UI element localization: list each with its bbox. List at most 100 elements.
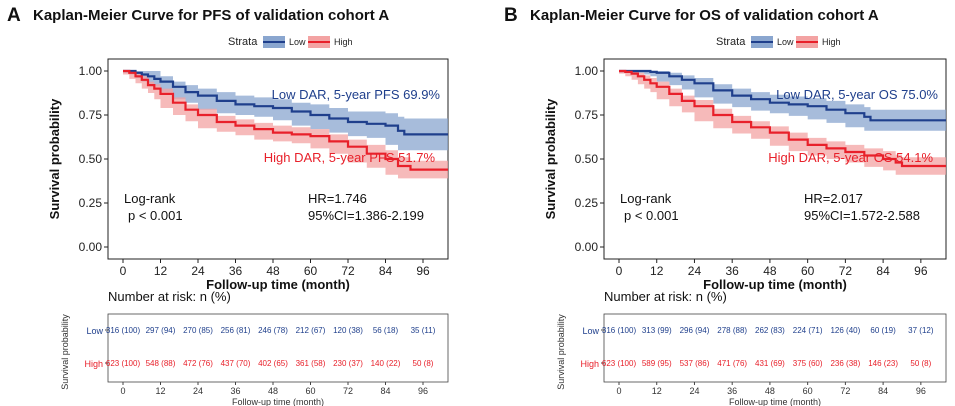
risk-cell-high: 236 (38) <box>830 359 860 368</box>
annotation-high: High DAR, 5-year PFS 51.7% <box>264 150 436 165</box>
y-tick-label: 0.50 <box>79 152 103 166</box>
risk-cell-low: 120 (38) <box>333 326 363 335</box>
y-tick-label: 0.25 <box>79 196 103 210</box>
p-value: p < 0.001 <box>624 208 679 223</box>
risk-x-axis-title: Follow-up time (month) <box>232 397 324 406</box>
risk-row-label-low: Low <box>582 326 599 336</box>
survival-line-low <box>123 69 448 136</box>
risk-y-axis-title: Survival probability <box>556 314 566 390</box>
x-tick-label: 84 <box>379 264 393 278</box>
hazard-ratio: HR=1.746 <box>308 191 367 206</box>
x-tick-label: 72 <box>341 264 355 278</box>
panel-a: A Kaplan-Meier Curve for PFS of validatio… <box>7 5 449 406</box>
x-tick-label: 48 <box>763 264 777 278</box>
ci-band-high <box>619 71 946 175</box>
risk-table: Number at risk: n (%) Low High 316 (100) 623… <box>556 289 947 406</box>
x-tick-label: 48 <box>266 264 280 278</box>
x-axis-title: Follow-up time (month) <box>206 277 350 292</box>
x-tick-label: 24 <box>688 264 702 278</box>
panel-letter: A <box>7 5 21 26</box>
y-axis-title: Survival probability <box>543 98 558 219</box>
chart-title: Kaplan-Meier Curve for PFS of validation… <box>33 7 389 24</box>
risk-cell-low: 212 (67) <box>296 326 326 335</box>
x-tick-label: 84 <box>876 264 890 278</box>
risk-x-tick-label: 12 <box>155 386 165 396</box>
risk-cell-low: 56 (18) <box>373 326 399 335</box>
risk-x-tick-label: 84 <box>380 386 390 396</box>
risk-row-label-high: High <box>84 359 103 369</box>
risk-table-frame <box>603 313 947 383</box>
x-tick-label: 96 <box>416 264 430 278</box>
risk-cell-high: 375 (60) <box>793 359 823 368</box>
risk-cell-low: 37 (12) <box>908 326 934 335</box>
y-tick-label: 0.25 <box>575 196 599 210</box>
risk-x-tick-label: 12 <box>652 386 662 396</box>
risk-table-frame <box>107 313 449 383</box>
risk-cell-low: 60 (19) <box>870 326 896 335</box>
ci-band-low <box>123 71 448 151</box>
risk-cell-high: 361 (58) <box>296 359 326 368</box>
hazard-ratio: HR=2.017 <box>804 191 863 206</box>
risk-cell-low: 316 (100) <box>602 326 637 335</box>
survival-line-high <box>619 69 946 168</box>
chart-title: Kaplan-Meier Curve for OS of validation … <box>530 7 879 24</box>
confidence-interval: 95%CI=1.386-2.199 <box>308 208 424 223</box>
risk-x-tick-label: 0 <box>616 386 621 396</box>
survival-line-low <box>619 69 946 122</box>
x-tick-label: 96 <box>914 264 928 278</box>
x-tick-label: 0 <box>616 264 623 278</box>
risk-row-label-low: Low <box>86 326 103 336</box>
risk-cell-high: 548 (88) <box>146 359 176 368</box>
risk-row-label-high: High <box>580 359 599 369</box>
y-axis-title: Survival probability <box>47 98 62 219</box>
legend-label-high: High <box>334 37 353 47</box>
y-tick-label: 0.50 <box>575 152 599 166</box>
legend-title: Strata <box>228 36 258 48</box>
risk-cell-high: 402 (65) <box>258 359 288 368</box>
risk-x-tick-label: 36 <box>230 386 240 396</box>
risk-cell-low: 262 (83) <box>755 326 785 335</box>
logrank-label: Log-rank <box>620 191 672 206</box>
risk-cell-high: 50 (8) <box>413 359 434 368</box>
risk-cell-low: 297 (94) <box>146 326 176 335</box>
risk-x-tick-label: 72 <box>840 386 850 396</box>
risk-cell-low: 278 (88) <box>717 326 747 335</box>
risk-cell-high: 146 (23) <box>868 359 898 368</box>
annotation-low: Low DAR, 5-year PFS 69.9% <box>272 87 441 102</box>
risk-cell-high: 140 (22) <box>371 359 401 368</box>
x-tick-label: 12 <box>154 264 168 278</box>
risk-x-tick-label: 60 <box>803 386 813 396</box>
confidence-interval: 95%CI=1.572-2.588 <box>804 208 920 223</box>
risk-x-tick-label: 36 <box>727 386 737 396</box>
y-tick-label: 0.75 <box>575 108 599 122</box>
risk-x-tick-label: 24 <box>689 386 699 396</box>
risk-table-title: Number at risk: n (%) <box>604 289 727 304</box>
risk-cell-high: 230 (37) <box>333 359 363 368</box>
risk-cell-low: 270 (85) <box>183 326 213 335</box>
risk-cell-low: 35 (11) <box>411 326 436 335</box>
risk-cell-high: 431 (69) <box>755 359 785 368</box>
legend-title: Strata <box>716 36 746 48</box>
x-tick-label: 24 <box>191 264 205 278</box>
logrank-label: Log-rank <box>124 191 176 206</box>
risk-cell-high: 472 (76) <box>183 359 213 368</box>
risk-cell-high: 471 (76) <box>717 359 747 368</box>
risk-x-tick-label: 72 <box>343 386 353 396</box>
legend-label-high: High <box>822 37 841 47</box>
x-tick-label: 72 <box>839 264 853 278</box>
risk-cell-low: 126 (40) <box>830 326 860 335</box>
legend: Strata Low High <box>228 36 353 48</box>
risk-cell-high: 623 (100) <box>602 359 637 368</box>
legend-label-low: Low <box>289 37 306 47</box>
x-axis-title: Follow-up time (month) <box>703 277 847 292</box>
risk-x-tick-label: 48 <box>268 386 278 396</box>
y-tick-label: 1.00 <box>575 64 599 78</box>
risk-x-tick-label: 24 <box>193 386 203 396</box>
risk-x-tick-label: 60 <box>305 386 315 396</box>
risk-cell-low: 224 (71) <box>793 326 823 335</box>
p-value: p < 0.001 <box>128 208 183 223</box>
x-tick-label: 0 <box>120 264 127 278</box>
y-tick-label: 0.00 <box>79 240 103 254</box>
x-tick-label: 60 <box>304 264 318 278</box>
